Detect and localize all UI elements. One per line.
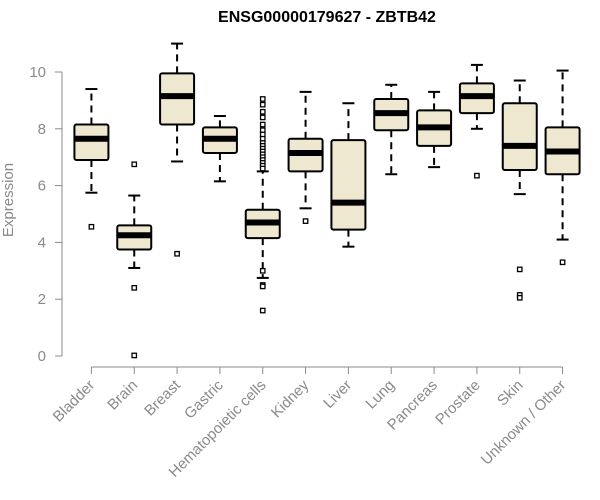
box-unknown-other (544, 69, 581, 266)
x-tick-label: Lung (362, 377, 398, 413)
x-tick-label: Breast (141, 376, 184, 419)
outlier-point (174, 250, 180, 257)
outlier-point (259, 121, 266, 128)
outlier-point (259, 307, 266, 314)
box-pancreas (416, 90, 453, 169)
outlier-point (259, 96, 266, 102)
outlier-point (88, 223, 95, 230)
y-tick-label: 6 (38, 178, 46, 195)
outlier-point (131, 352, 138, 359)
box-brain (116, 161, 153, 359)
outlier-point (131, 161, 138, 168)
box-bladder (73, 88, 110, 230)
iqr-box (330, 139, 367, 231)
x-tick-label: Bladder (50, 377, 99, 426)
x-tick-label: Liver (320, 377, 355, 412)
outlier-point (259, 283, 266, 290)
x-tick-label: Brain (104, 377, 141, 414)
y-tick-label: 0 (38, 348, 46, 365)
box-prostate (458, 63, 495, 179)
outlier-point (259, 101, 266, 108)
y-tick-label: 8 (38, 121, 46, 138)
y-tick-label: 10 (29, 64, 46, 81)
outlier-point (302, 218, 309, 224)
outlier-point (516, 294, 523, 301)
box-gastric (201, 115, 238, 183)
box-liver (330, 102, 367, 248)
box-kidney (287, 90, 324, 224)
outlier-point (259, 267, 266, 274)
outlier-point (131, 284, 138, 291)
y-axis: 0 2 4 6 8 10 (29, 64, 63, 365)
x-tick-label: Kidney (268, 376, 313, 421)
x-tick-label: Skin (494, 377, 527, 410)
box-hematopoietic-cells (244, 96, 281, 314)
box-skin (501, 79, 538, 301)
outlier-point (559, 259, 566, 266)
x-tick-label: Prostate (432, 377, 484, 429)
outlier-point (516, 266, 523, 273)
y-axis-label: Expression (0, 163, 17, 237)
y-tick-label: 2 (38, 291, 46, 308)
y-tick-label: 4 (38, 234, 46, 251)
boxes-group (73, 42, 581, 359)
outlier-point (259, 114, 266, 121)
outlier-point (474, 172, 480, 179)
box-breast (159, 42, 196, 257)
outlier-point (259, 165, 266, 172)
chart-title: ENSG00000179627 - ZBTB42 (218, 9, 436, 26)
iqr-box (73, 123, 110, 162)
iqr-box (501, 102, 538, 171)
box-lung (373, 83, 410, 176)
outlier-point (259, 108, 266, 115)
